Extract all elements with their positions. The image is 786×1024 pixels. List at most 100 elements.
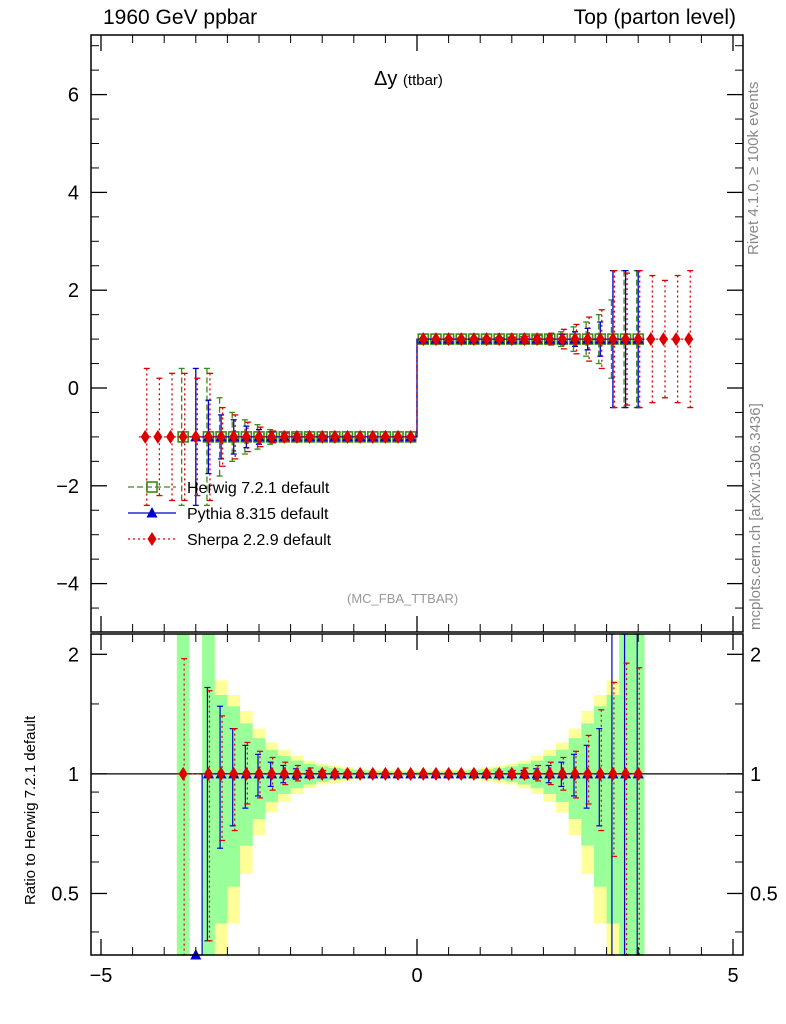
data-point-sherpa [621, 332, 631, 347]
ratio-point-sherpa [203, 766, 213, 781]
ratio-band-inner [593, 706, 607, 887]
legend: Herwig 7.2.1 default Pythia 8.315 default… [128, 480, 332, 549]
data-point-sherpa [380, 429, 390, 444]
ratio-point-sherpa [305, 766, 315, 781]
data-point-sherpa [317, 429, 327, 444]
observable-title: Δy (ttbar) [374, 68, 443, 91]
data-point-sherpa [507, 332, 517, 347]
ratio-point-sherpa [456, 766, 466, 781]
ratio-y-tick-label-right: 1 [750, 764, 761, 786]
data-point-sherpa [279, 429, 289, 444]
ratio-point-sherpa [494, 766, 504, 781]
data-point-sherpa [494, 332, 504, 347]
data-point-sherpa [241, 429, 251, 444]
data-point-sherpa [684, 332, 694, 347]
data-point-sherpa [292, 429, 302, 444]
data-point-sherpa [545, 332, 555, 347]
legend-marker-herwig [146, 481, 158, 493]
ratio-plot-series [91, 633, 743, 960]
header-energy-label: 1960 GeV ppbar [103, 6, 258, 29]
ratio-point-sherpa [595, 766, 605, 781]
data-point-sherpa [368, 429, 378, 444]
ratio-band-inner [214, 694, 228, 924]
axes: −4 −2 0 2 4 6 0.5 0.5 1 1 2 2 −5 0 5 [51, 34, 778, 987]
data-point-sherpa [203, 429, 213, 444]
ratio-point-sherpa [570, 766, 580, 781]
data-point-sherpa [305, 429, 315, 444]
data-point-sherpa [342, 429, 352, 444]
y-tick-label: 2 [68, 280, 79, 302]
data-point-sherpa [153, 429, 163, 444]
header-process-label: Top (parton level) [573, 6, 736, 29]
data-point-sherpa [646, 332, 656, 347]
ratio-point-sherpa [241, 766, 251, 781]
legend-label-pythia: Pythia 8.315 default [187, 506, 329, 523]
data-point-sherpa [229, 429, 239, 444]
ratio-band-inner [631, 634, 645, 955]
ratio-band-inner [227, 706, 241, 887]
ratio-point-sherpa [317, 766, 327, 781]
data-point-sherpa [532, 332, 542, 347]
data-point-sherpa [355, 429, 365, 444]
ratio-point-sherpa [507, 766, 517, 781]
x-tick-label: −5 [90, 965, 113, 987]
data-point-sherpa [418, 332, 428, 347]
ratio-band-inner [581, 723, 594, 846]
data-point-sherpa [519, 332, 529, 347]
data-point-sherpa [583, 332, 593, 347]
ratio-point-sherpa [279, 766, 289, 781]
ratio-point-sherpa [444, 766, 454, 781]
ratio-ylabel: Ratio to Herwig 7.2.1 default [22, 715, 39, 905]
data-point-sherpa [406, 429, 416, 444]
source-label: mcplots.cern.ch [arXiv:1306.3436] [747, 403, 764, 630]
data-point-sherpa [254, 429, 264, 444]
ratio-point-sherpa [216, 766, 226, 781]
data-point-sherpa [191, 429, 201, 444]
data-point-sherpa [671, 332, 681, 347]
ratio-point-sherpa [330, 766, 340, 781]
series-herwig [176, 269, 645, 507]
ratio-band-inner [619, 634, 632, 955]
legend-label-herwig: Herwig 7.2.1 default [187, 480, 330, 497]
data-point-sherpa [330, 429, 340, 444]
data-point-sherpa [595, 332, 605, 347]
data-point-sherpa [267, 429, 277, 444]
ratio-point-sherpa [355, 766, 365, 781]
ratio-point-sherpa [393, 766, 403, 781]
ratio-point-sherpa [482, 766, 492, 781]
data-point-sherpa [633, 332, 643, 347]
data-point-sherpa [456, 332, 466, 347]
legend-label-sherpa: Sherpa 2.2.9 default [187, 532, 332, 549]
ratio-point-sherpa [608, 766, 618, 781]
legend-marker-pythia [146, 507, 158, 518]
ratio-point-sherpa [519, 766, 529, 781]
data-point-sherpa [570, 332, 580, 347]
ratio-point-sherpa [406, 766, 416, 781]
ratio-point-sherpa [418, 766, 428, 781]
ratio-point-sherpa [469, 766, 479, 781]
observable-title-main: Δy [374, 68, 398, 90]
y-tick-label: −4 [56, 574, 79, 596]
ratio-y-tick-label: 1 [68, 764, 79, 786]
ratio-point-sherpa [267, 766, 277, 781]
data-point-sherpa [482, 332, 492, 347]
ratio-point-sherpa [431, 766, 441, 781]
analysis-watermark: (MC_FBA_TTBAR) [347, 591, 459, 606]
ratio-point-sherpa [229, 766, 239, 781]
data-point-sherpa [140, 429, 150, 444]
rivet-version-label: Rivet 4.1.0, ≥ 100k events [745, 81, 762, 255]
ratio-point-sherpa [545, 766, 555, 781]
ratio-point-sherpa [342, 766, 352, 781]
ratio-y-tick-label-right: 2 [750, 644, 761, 666]
ratio-point-sherpa [633, 766, 643, 781]
x-tick-label: 5 [727, 965, 738, 987]
legend-marker-sherpa [147, 532, 157, 546]
data-point-sherpa [658, 332, 668, 347]
ratio-band-inner [176, 634, 190, 955]
series-line-sherpa [138, 338, 696, 438]
ratio-series-sherpa [176, 658, 645, 956]
ratio-point-sherpa [292, 766, 302, 781]
ratio-band-inner [202, 634, 215, 955]
ratio-point-sherpa [178, 766, 188, 781]
